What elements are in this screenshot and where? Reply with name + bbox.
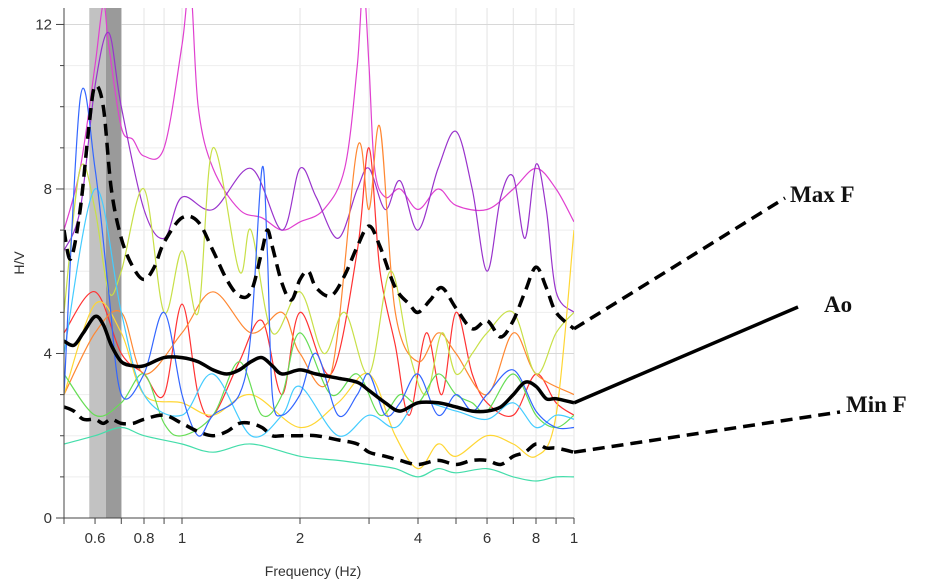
x-tick-label: 8 (532, 530, 540, 547)
window-curve-12 (64, 426, 574, 482)
x-tick-label: 4 (414, 530, 422, 547)
window-curve-10 (64, 188, 574, 438)
max-f-leader (573, 196, 786, 331)
x-tick-label: 0.6 (85, 530, 106, 547)
statistic-curves (64, 83, 574, 467)
x-tick-label: 1 (178, 530, 186, 547)
y-tick-label: 4 (44, 345, 52, 362)
x-tick-label: 0.8 (134, 530, 155, 547)
peak-band-dark (106, 8, 122, 518)
min-f-label: Min F (846, 392, 907, 417)
y-tick-label: 8 (44, 181, 52, 198)
window-curve-8 (64, 147, 574, 396)
callouts: Max F Ao Min F (573, 182, 907, 454)
max-f-label: Max F (790, 182, 855, 207)
x-tick-label: 1 (570, 530, 578, 547)
window-curve-3 (64, 8, 574, 231)
min-f-leader (573, 410, 841, 454)
window-curve-5 (64, 147, 574, 418)
y-tick-label: 0 (44, 510, 52, 527)
window-curve-11 (64, 87, 574, 437)
ao-leader (573, 305, 799, 405)
x-tick-label: 6 (483, 530, 491, 547)
y-axis-title: H/V (11, 251, 27, 275)
y-tick-label: 12 (35, 16, 52, 33)
ao-label: Ao (824, 292, 852, 317)
window-curves (64, 8, 574, 482)
window-curve-7 (64, 230, 574, 470)
window-curve-4 (64, 32, 574, 313)
ao-curve (64, 314, 574, 414)
x-axis-title: Frequency (Hz) (265, 563, 361, 579)
window-curve-6 (64, 124, 574, 396)
min-f-curve (64, 405, 574, 467)
grid (64, 8, 575, 518)
x-tick-label: 2 (296, 530, 304, 547)
max-f-curve (64, 83, 574, 339)
